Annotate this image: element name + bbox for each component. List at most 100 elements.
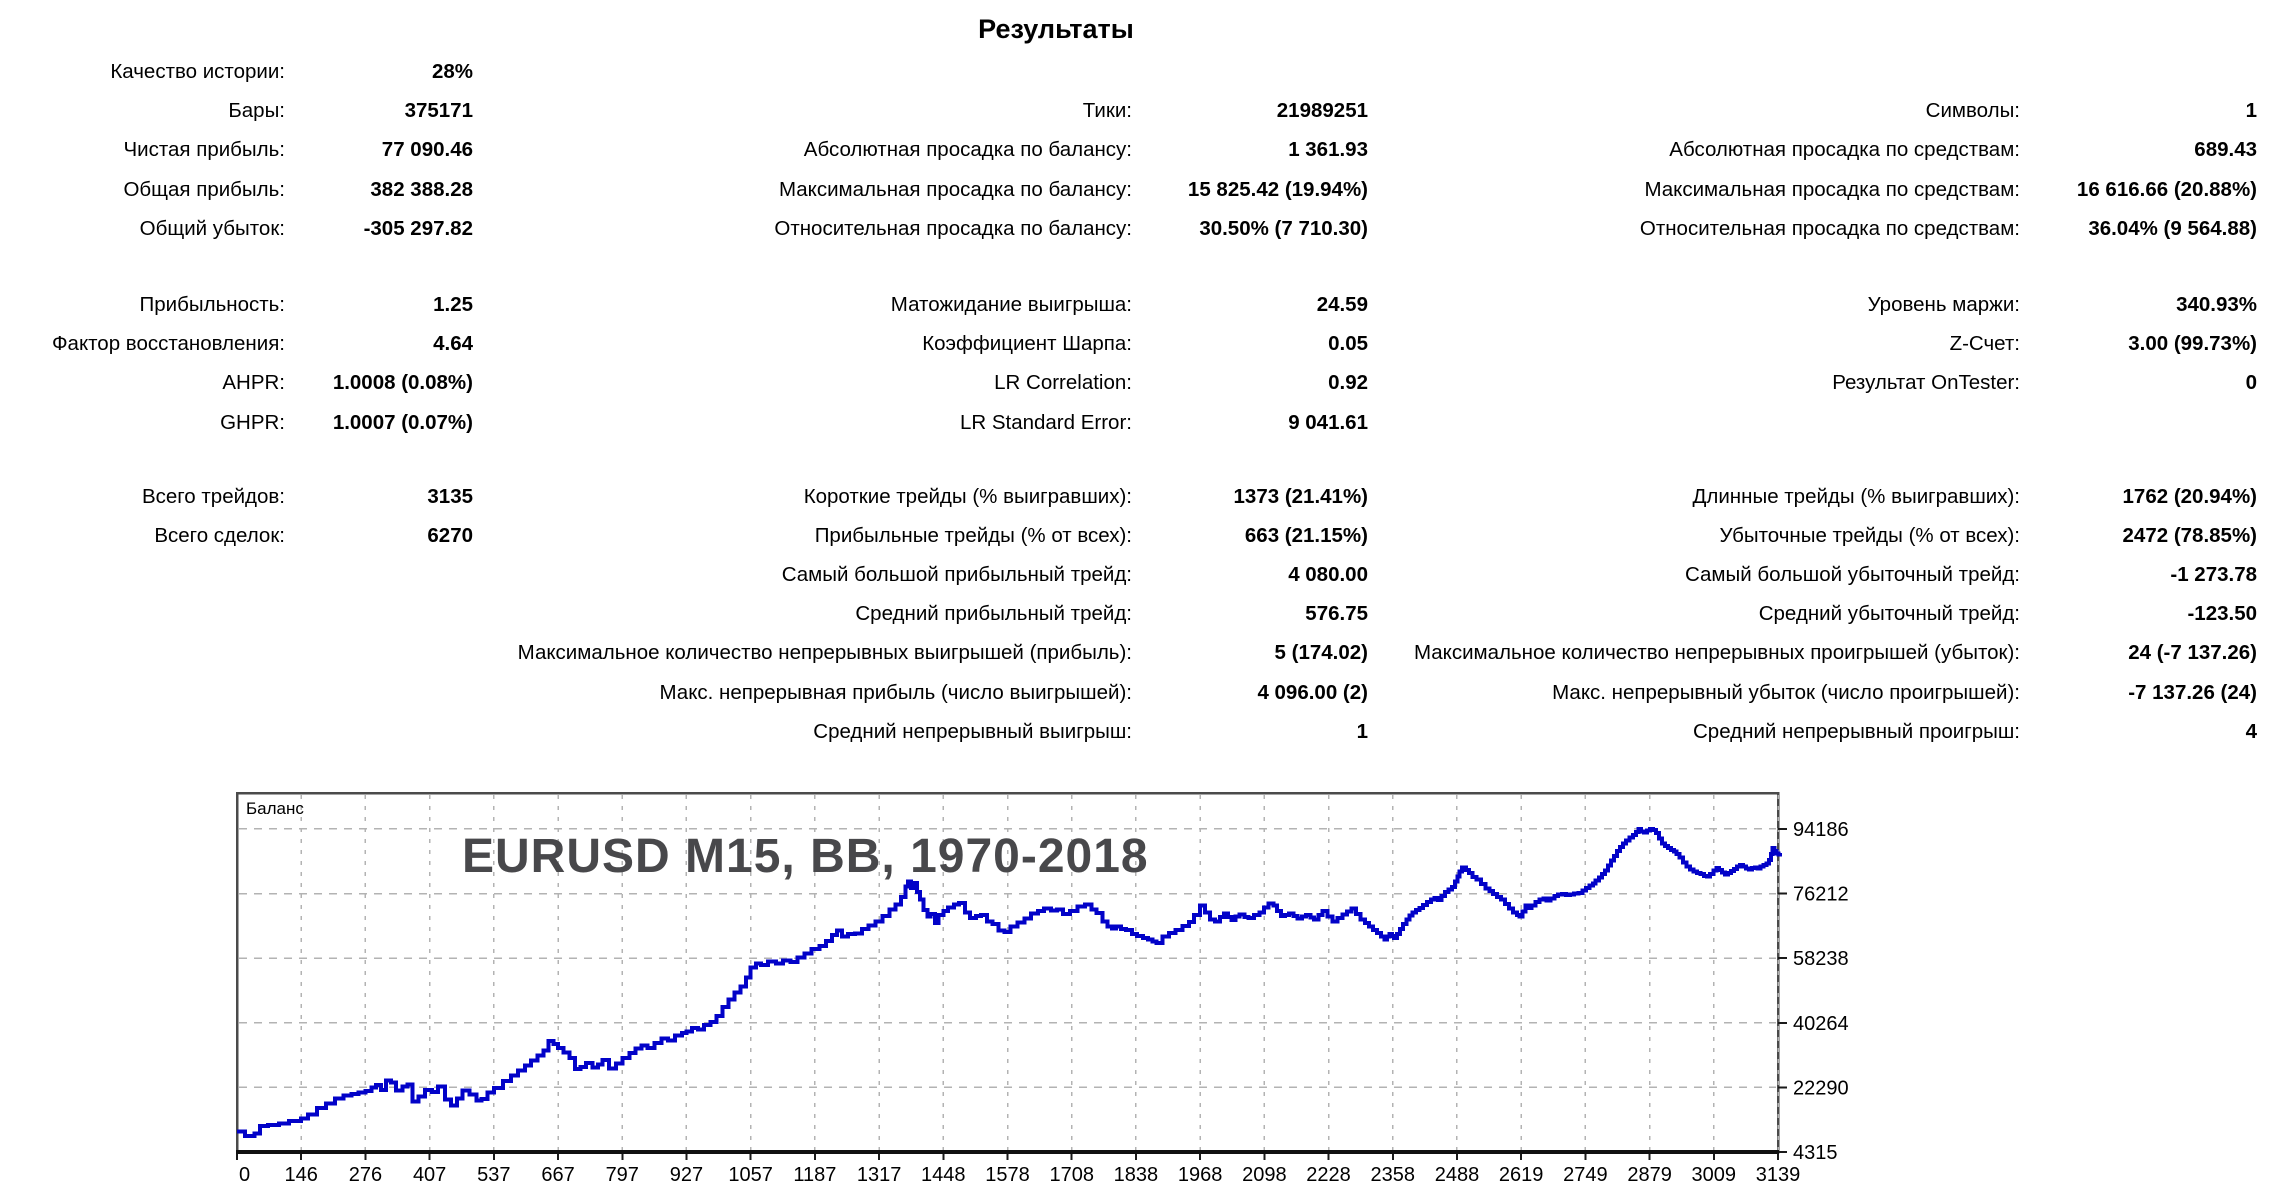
stat-label — [0, 633, 285, 672]
stat-value: 0 — [2245, 371, 2257, 395]
x-axis-label: 276 — [349, 1164, 382, 1186]
stat-value: 36.04% (9 564.88) — [2088, 216, 2257, 240]
stat-label: Средний непрерывный выигрыш: — [813, 719, 1132, 743]
y-axis-label: 40264 — [1793, 1013, 1849, 1035]
x-axis-label: 146 — [285, 1164, 318, 1186]
stat-value — [2020, 52, 2257, 91]
stat-value: 3.00 (99.73%) — [2128, 332, 2257, 356]
stat-label — [473, 52, 1132, 91]
stat-label: Средний прибыльный трейд: — [855, 602, 1132, 626]
stat-value: 21989251 — [1276, 99, 1368, 123]
stat-label: LR Standard Error: — [959, 410, 1132, 434]
stat-label: Относительная просадка по балансу: — [774, 216, 1132, 240]
stat-value — [1132, 52, 1368, 91]
stat-value: 1.25 — [433, 292, 473, 316]
x-axis-label: 1448 — [921, 1164, 966, 1186]
stat-value: 4.64 — [433, 332, 473, 356]
x-axis-label: 1708 — [1049, 1164, 1094, 1186]
x-axis-label: 0 — [239, 1164, 250, 1186]
stat-label — [0, 673, 285, 712]
x-axis-label: 2488 — [1435, 1164, 1480, 1186]
stat-value: 30.50% (7 710.30) — [1199, 216, 1368, 240]
stat-value: -7 137.26 (24) — [2128, 680, 2257, 704]
stat-label: Средний непрерывный проигрыш: — [1693, 719, 2020, 743]
stat-label: Максимальная просадка по средствам: — [1644, 177, 2020, 201]
stat-value — [285, 633, 473, 672]
stat-value: 4 — [2245, 719, 2257, 743]
stat-label: Абсолютная просадка по балансу: — [803, 138, 1132, 162]
stat-value: 2472 (78.85%) — [2122, 523, 2257, 547]
stat-label: Короткие трейды (% выигравших): — [803, 484, 1132, 508]
stat-label: Максимальное количество непрерывных выиг… — [517, 641, 1132, 665]
x-axis-label: 1187 — [793, 1164, 836, 1186]
stat-value: 3135 — [427, 484, 473, 508]
stat-label: Макс. непрерывная прибыль (число выигрыш… — [659, 680, 1133, 704]
x-axis-label: 407 — [413, 1164, 446, 1186]
x-axis-label: 2879 — [1627, 1164, 1672, 1186]
stat-label: Символы: — [1925, 99, 2020, 123]
balance-chart: 0 146 276 407 537 667 797 927 1057 1187 1317 1448 15… — [200, 780, 1900, 1190]
stat-value: 0.92 — [1328, 371, 1368, 395]
chart-series-title: Баланс — [246, 799, 304, 818]
stat-label: Всего трейдов: — [141, 484, 285, 508]
stat-value: 1.0007 (0.07%) — [332, 410, 473, 434]
stat-value: -1 273.78 — [2170, 563, 2257, 587]
stat-label: Уровень маржи: — [1867, 292, 2020, 316]
stat-value: 28% — [431, 60, 473, 83]
x-axis-label: 1838 — [1114, 1164, 1159, 1186]
x-axis-label: 1317 — [857, 1164, 902, 1186]
stat-label: Прибыльность: — [139, 292, 285, 316]
x-axis-label: 3139 — [1756, 1164, 1801, 1186]
stat-value — [285, 594, 473, 633]
stat-label: Максимальная просадка по балансу: — [778, 177, 1132, 201]
stat-value: 1 — [1356, 719, 1368, 743]
chart-watermark: EURUSD M15, BB, 1970-2018 — [462, 830, 1149, 883]
x-axis-label: 1057 — [728, 1164, 773, 1186]
stat-label: Относительная просадка по средствам: — [1639, 216, 2020, 240]
stat-value — [285, 712, 473, 751]
stat-value: 77 090.46 — [381, 138, 473, 162]
x-axis-label: 927 — [670, 1164, 703, 1186]
stat-label: Z-Счет: — [1949, 332, 2020, 356]
stat-value: 663 (21.15%) — [1244, 523, 1368, 547]
stat-value: 689.43 — [2194, 138, 2257, 162]
stat-label: Фактор восстановления: — [51, 332, 285, 356]
stat-label: Результат OnTester: — [1832, 371, 2020, 395]
x-axis-label: 2358 — [1371, 1164, 1416, 1186]
x-axis-label: 2228 — [1306, 1164, 1351, 1186]
stat-label: AHPR: — [222, 371, 285, 395]
x-axis-label: 2749 — [1563, 1164, 1608, 1186]
x-axis-label: 1578 — [985, 1164, 1030, 1186]
stat-value: -305 297.82 — [363, 216, 473, 240]
stat-label: Максимальное количество непрерывных прои… — [1413, 641, 2020, 665]
stat-label: Абсолютная просадка по средствам: — [1669, 138, 2020, 162]
stat-value: 1.0008 (0.08%) — [332, 371, 473, 395]
x-axis-label: 2619 — [1499, 1164, 1544, 1186]
stat-value: 24 (-7 137.26) — [2128, 641, 2257, 665]
y-axis-label: 58238 — [1793, 948, 1849, 970]
stat-value: 375171 — [404, 99, 473, 123]
page-title: Результаты — [978, 14, 1134, 44]
stat-label: Общий убыток: — [139, 216, 285, 240]
stat-value: 340.93% — [2176, 292, 2257, 316]
y-axis-label: 94186 — [1793, 819, 1849, 841]
stat-label: GHPR: — [220, 410, 285, 434]
stat-label: LR Correlation: — [994, 371, 1132, 395]
stat-value: 4 096.00 (2) — [1257, 680, 1368, 704]
stat-label: Средний убыточный трейд: — [1758, 602, 2020, 626]
y-axis-label: 4315 — [1793, 1142, 1838, 1164]
stat-label — [0, 594, 285, 633]
x-axis-label: 537 — [477, 1164, 510, 1186]
stat-value: -123.50 — [2187, 602, 2257, 626]
stat-value: 1 361.93 — [1288, 138, 1368, 162]
stat-value: 0.05 — [1328, 332, 1368, 356]
stat-label: Прибыльные трейды (% от всех): — [814, 523, 1132, 547]
stat-label — [1368, 52, 2020, 91]
stat-value: 15 825.42 (19.94%) — [1187, 177, 1368, 201]
stat-label: Самый большой прибыльный трейд: — [781, 563, 1132, 587]
y-axis-label: 22290 — [1793, 1077, 1849, 1099]
stat-label: Общая прибыль: — [123, 177, 285, 201]
x-axis-label: 667 — [541, 1164, 574, 1186]
x-axis-label: 3009 — [1692, 1164, 1737, 1186]
